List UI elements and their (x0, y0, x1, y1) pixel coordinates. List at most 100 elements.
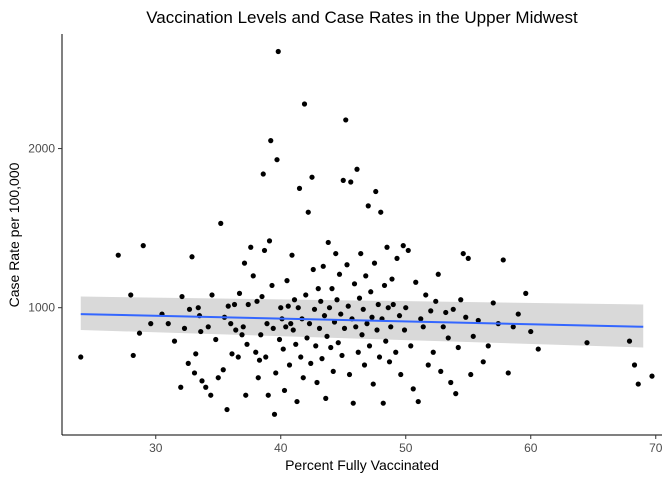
data-point (350, 400, 356, 406)
data-point (420, 324, 426, 330)
data-point (208, 392, 214, 398)
data-point (355, 349, 361, 355)
data-point (189, 254, 195, 260)
data-point (265, 392, 271, 398)
data-point (428, 308, 434, 314)
data-point (535, 346, 541, 352)
data-point (626, 338, 633, 344)
data-point (384, 244, 390, 250)
data-point (316, 325, 323, 331)
data-point (225, 303, 231, 309)
x-tick-label: 50 (399, 441, 413, 455)
data-point (311, 306, 318, 312)
data-point (423, 292, 429, 298)
data-point (390, 301, 396, 308)
data-point (303, 292, 309, 298)
data-point (288, 321, 294, 327)
data-point (344, 262, 350, 268)
data-point (296, 185, 303, 191)
data-point (198, 328, 204, 335)
data-point (236, 290, 243, 296)
data-point (231, 301, 238, 308)
data-point (148, 321, 154, 327)
data-point (304, 335, 310, 341)
data-point (266, 238, 273, 244)
data-points-layer (78, 48, 655, 417)
data-point (400, 243, 406, 249)
data-point (315, 286, 321, 292)
data-point (256, 357, 263, 363)
data-point (335, 340, 341, 346)
data-point (485, 343, 491, 349)
data-point (373, 188, 379, 195)
data-point (401, 327, 408, 333)
data-point (243, 392, 249, 398)
data-point (203, 384, 209, 390)
data-point (245, 301, 251, 308)
data-point (345, 303, 351, 309)
data-point (369, 314, 375, 320)
data-point (386, 359, 393, 365)
data-point (278, 305, 284, 311)
data-point (323, 395, 329, 402)
data-point (314, 379, 320, 386)
chart-title: Vaccination Levels and Case Rates in the… (146, 8, 578, 27)
x-tick-label: 60 (524, 441, 538, 455)
data-point (289, 252, 295, 258)
data-point (224, 406, 230, 413)
data-point (468, 371, 474, 378)
data-point (346, 371, 353, 378)
data-point (393, 349, 399, 355)
data-point (115, 252, 121, 258)
data-point (193, 351, 199, 357)
data-point (351, 281, 358, 287)
data-point (433, 298, 439, 304)
data-point (375, 301, 381, 308)
data-point (270, 325, 276, 331)
data-point (273, 370, 279, 376)
data-point (199, 378, 205, 384)
data-point (140, 243, 146, 249)
x-tick-label: 70 (649, 441, 663, 455)
data-point (255, 375, 261, 381)
data-point (263, 354, 269, 360)
data-point (280, 346, 286, 352)
data-point (403, 305, 409, 311)
data-point (271, 411, 278, 417)
data-point (128, 292, 134, 298)
data-point (438, 368, 444, 374)
data-point (244, 341, 250, 347)
data-point (435, 271, 441, 277)
data-point (374, 327, 380, 333)
data-point (448, 379, 454, 386)
data-point (649, 373, 655, 379)
data-point (361, 362, 368, 368)
data-point (301, 101, 308, 107)
data-point (298, 354, 304, 360)
data-point (274, 157, 280, 163)
data-point (239, 332, 245, 338)
data-point (463, 314, 469, 320)
data-point (181, 325, 188, 331)
data-point (378, 209, 384, 215)
data-point (631, 362, 638, 368)
data-point (334, 297, 340, 303)
data-point (186, 306, 193, 312)
data-point (381, 282, 388, 289)
data-point (260, 171, 266, 177)
data-point (254, 298, 260, 304)
data-point (410, 386, 416, 392)
confidence-band-layer (80, 296, 644, 348)
data-point (205, 324, 211, 330)
data-point (470, 333, 476, 339)
data-point (295, 305, 301, 311)
data-point (371, 260, 378, 266)
data-point (241, 260, 248, 266)
data-point (308, 360, 314, 366)
data-point (130, 352, 136, 359)
trend-line-layer (80, 313, 644, 328)
data-point (269, 282, 275, 289)
data-point (388, 324, 394, 330)
data-point (348, 179, 354, 185)
data-point (450, 306, 456, 312)
